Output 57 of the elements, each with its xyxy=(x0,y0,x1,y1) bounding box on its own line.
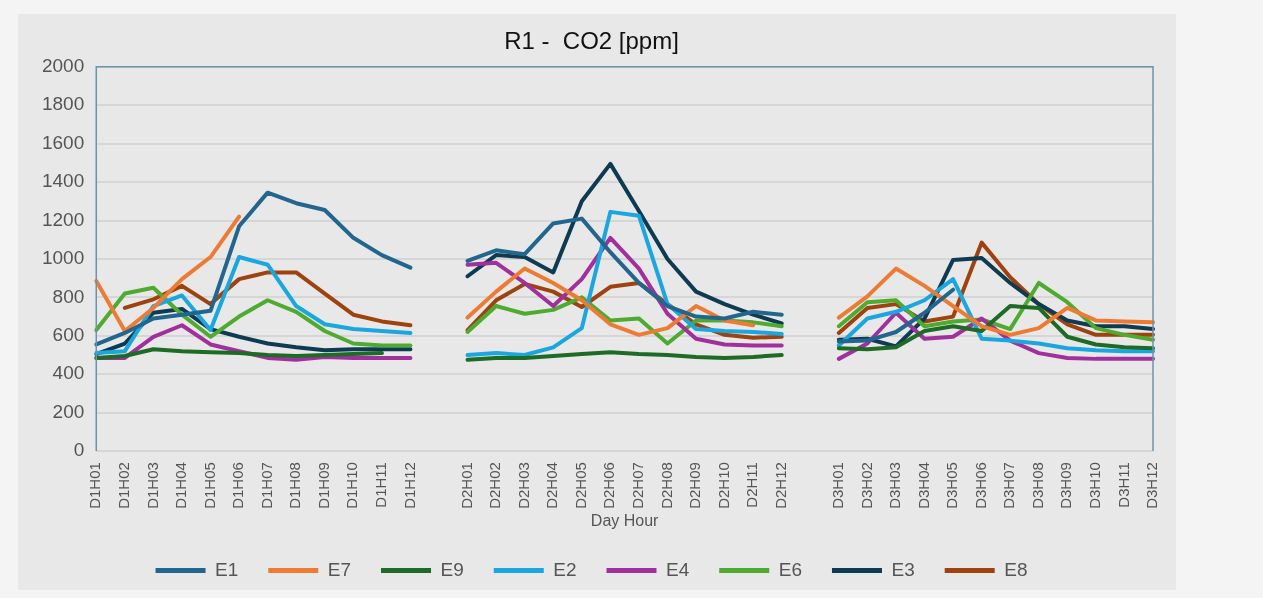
legend-label: E1 xyxy=(215,558,239,580)
y-tick-label: 1600 xyxy=(41,131,85,153)
legend-label: E6 xyxy=(778,558,802,580)
x-tick-label: D2H11 xyxy=(743,462,761,508)
x-tick-label: D1H12 xyxy=(400,462,418,509)
x-tick-label: D2H10 xyxy=(714,462,732,509)
x-tick-label: D3H05 xyxy=(943,462,961,509)
y-tick-label: 800 xyxy=(52,285,85,307)
x-tick-label: D2H07 xyxy=(629,462,647,509)
x-tick-label: D3H02 xyxy=(857,462,875,509)
x-tick-label: D2H04 xyxy=(543,462,561,509)
legend-label: E8 xyxy=(1004,558,1028,580)
x-tick-label: D1H05 xyxy=(200,462,218,509)
y-tick-label: 600 xyxy=(52,324,85,346)
x-tick-label: D1H10 xyxy=(343,462,361,509)
x-tick-label: D3H03 xyxy=(886,462,904,509)
x-tick-label: D3H11 xyxy=(1114,462,1132,508)
x-tick-label: D1H07 xyxy=(257,462,275,509)
y-tick-label: 1800 xyxy=(41,93,85,115)
x-axis-title: Day Hour xyxy=(590,511,660,529)
x-tick-label: D2H02 xyxy=(486,462,504,509)
x-tick-label: D3H06 xyxy=(971,462,989,509)
x-tick-label: D1H01 xyxy=(86,462,104,509)
x-tick-label: D3H01 xyxy=(828,462,846,509)
x-tick-label: D1H03 xyxy=(143,462,161,509)
x-tick-label: D3H09 xyxy=(1057,462,1075,509)
x-tick-label: D1H02 xyxy=(114,462,132,509)
x-tick-label: D2H01 xyxy=(457,462,475,509)
x-tick-label: D1H04 xyxy=(172,462,190,509)
y-tick-label: 400 xyxy=(52,362,85,384)
x-tick-label: D2H12 xyxy=(771,462,789,509)
x-tick-label: D3H04 xyxy=(914,462,932,509)
x-tick-label: D2H03 xyxy=(514,462,532,509)
x-tick-label: D1H09 xyxy=(314,462,332,509)
legend-label: E9 xyxy=(440,558,464,580)
y-tick-label: 1400 xyxy=(41,170,85,192)
y-tick-label: 2000 xyxy=(41,55,85,77)
x-tick-label: D1H06 xyxy=(229,462,247,509)
x-tick-label: D1H11 xyxy=(372,462,390,508)
legend-label: E4 xyxy=(666,558,690,580)
x-tick-label: D2H09 xyxy=(686,462,704,509)
x-tick-label: D1H08 xyxy=(286,462,304,509)
x-tick-label: D3H08 xyxy=(1028,462,1046,509)
x-tick-label: D2H05 xyxy=(571,462,589,509)
y-tick-label: 200 xyxy=(52,400,85,422)
y-tick-label: 0 xyxy=(73,439,85,461)
x-tick-label: D3H12 xyxy=(1143,462,1161,509)
legend-label: E7 xyxy=(327,558,352,580)
x-tick-label: D2H08 xyxy=(657,462,675,509)
y-tick-label: 1000 xyxy=(41,247,85,269)
x-tick-label: D3H10 xyxy=(1086,462,1104,509)
chart-title: R1 - CO2 [ppm] xyxy=(504,27,679,55)
y-tick-label: 1200 xyxy=(41,208,85,230)
x-tick-label: D3H07 xyxy=(1000,462,1018,509)
legend-label: E2 xyxy=(553,558,577,580)
legend-label: E3 xyxy=(891,558,915,580)
x-tick-label: D2H06 xyxy=(600,462,618,509)
